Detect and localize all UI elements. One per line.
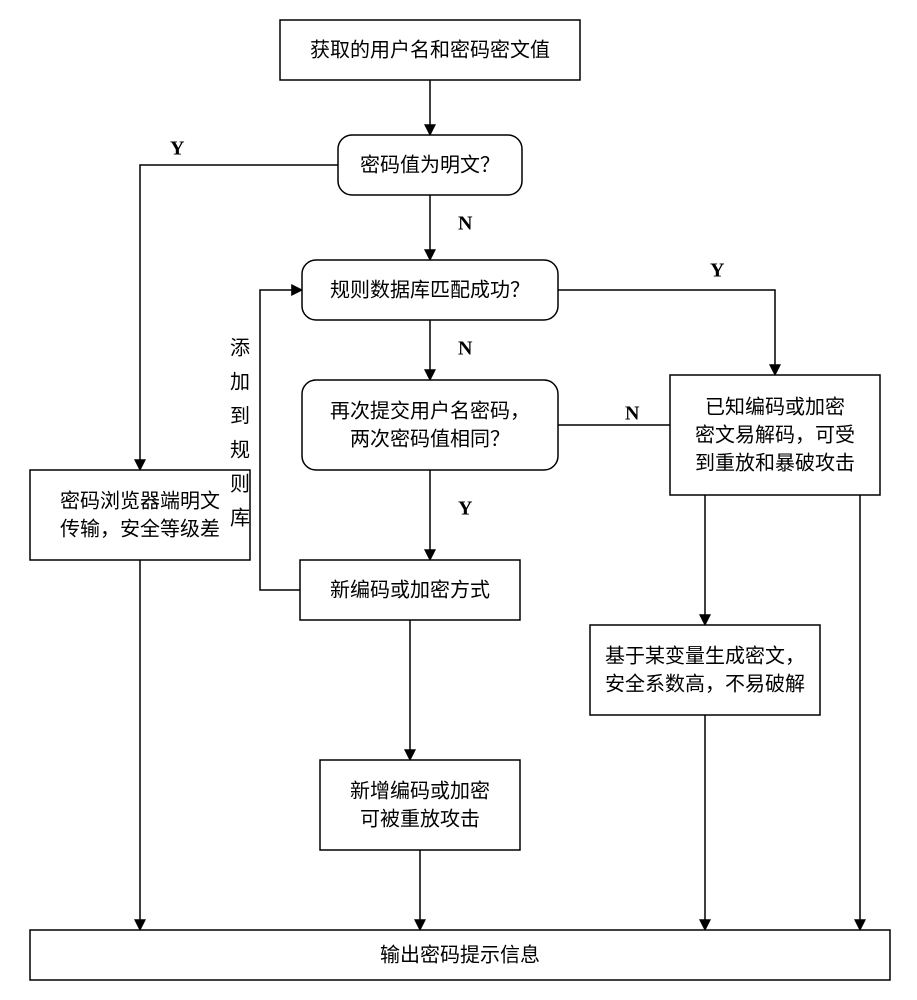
node-d3-line1: 两次密码值相同？ bbox=[350, 428, 510, 451]
side-label-char-5: 库 bbox=[230, 507, 250, 530]
node-right-line0: 已知编码或加密 bbox=[705, 396, 845, 419]
node-newenc: 新编码或加密方式 bbox=[300, 560, 520, 620]
node-right-line2: 到重放和暴破攻击 bbox=[695, 452, 855, 475]
side-label-char-2: 到 bbox=[230, 405, 250, 428]
flowchart-canvas: 获取的用户名和密码密文值密码值为明文？ 规则数据库匹配成功？ 再次提交用户名密码， 两… bbox=[0, 0, 917, 1000]
node-start: 获取的用户名和密码密文值 bbox=[280, 20, 580, 80]
node-varenc-line1: 安全系数高，不易破解 bbox=[605, 673, 805, 696]
side-label-char-3: 规 bbox=[230, 439, 250, 462]
node-varenc: 基于某变量生成密文， 安全系数高，不易破解 bbox=[590, 625, 820, 715]
node-replay-line0: 新增编码或加密 bbox=[350, 780, 490, 803]
node-right: 已知编码或加密密文易解码，可受到重放和暴破攻击 bbox=[670, 375, 880, 495]
node-left-line0: 密码浏览器端明文 bbox=[60, 490, 220, 513]
node-d1-line0: 密码值为明文？ bbox=[360, 154, 500, 177]
node-d3-line0: 再次提交用户名密码， bbox=[330, 400, 530, 423]
node-out-line0: 输出密码提示信息 bbox=[380, 944, 540, 967]
e-d3-varenc-label: N bbox=[625, 403, 640, 425]
node-left-line1: 传输，安全等级差 bbox=[60, 518, 220, 541]
node-d2: 规则数据库匹配成功？ bbox=[302, 260, 558, 320]
node-d2-line0: 规则数据库匹配成功？ bbox=[330, 279, 530, 302]
e-d1-d2-label: N bbox=[458, 213, 473, 235]
node-right-line1: 密文易解码，可受 bbox=[695, 424, 855, 447]
node-replay: 新增编码或加密可被重放攻击 bbox=[320, 760, 520, 850]
node-newenc-line0: 新编码或加密方式 bbox=[330, 579, 490, 602]
e-newenc-d2 bbox=[260, 290, 302, 590]
e-d2-right bbox=[558, 290, 775, 375]
node-left: 密码浏览器端明文传输，安全等级差 bbox=[30, 470, 250, 560]
labels-layer: N Y N Y Y N 添加到规则库 bbox=[170, 138, 725, 530]
node-start-line0: 获取的用户名和密码密文值 bbox=[310, 39, 550, 62]
node-varenc-line0: 基于某变量生成密文， bbox=[605, 645, 805, 668]
node-d3: 再次提交用户名密码， 两次密码值相同？ bbox=[302, 380, 558, 470]
side-label-char-4: 则 bbox=[230, 473, 250, 496]
node-out: 输出密码提示信息 bbox=[30, 930, 890, 980]
side-label-char-1: 加 bbox=[230, 371, 250, 394]
e-d3-newenc-label: Y bbox=[458, 498, 473, 520]
node-replay-line1: 可被重放攻击 bbox=[360, 808, 480, 831]
e-d2-d3-label: N bbox=[458, 338, 473, 360]
e-d2-right-label: Y bbox=[710, 260, 725, 282]
e-d1-left-label: Y bbox=[170, 138, 185, 160]
side-label-char-0: 添 bbox=[230, 337, 250, 360]
node-d1: 密码值为明文？ bbox=[338, 135, 522, 195]
